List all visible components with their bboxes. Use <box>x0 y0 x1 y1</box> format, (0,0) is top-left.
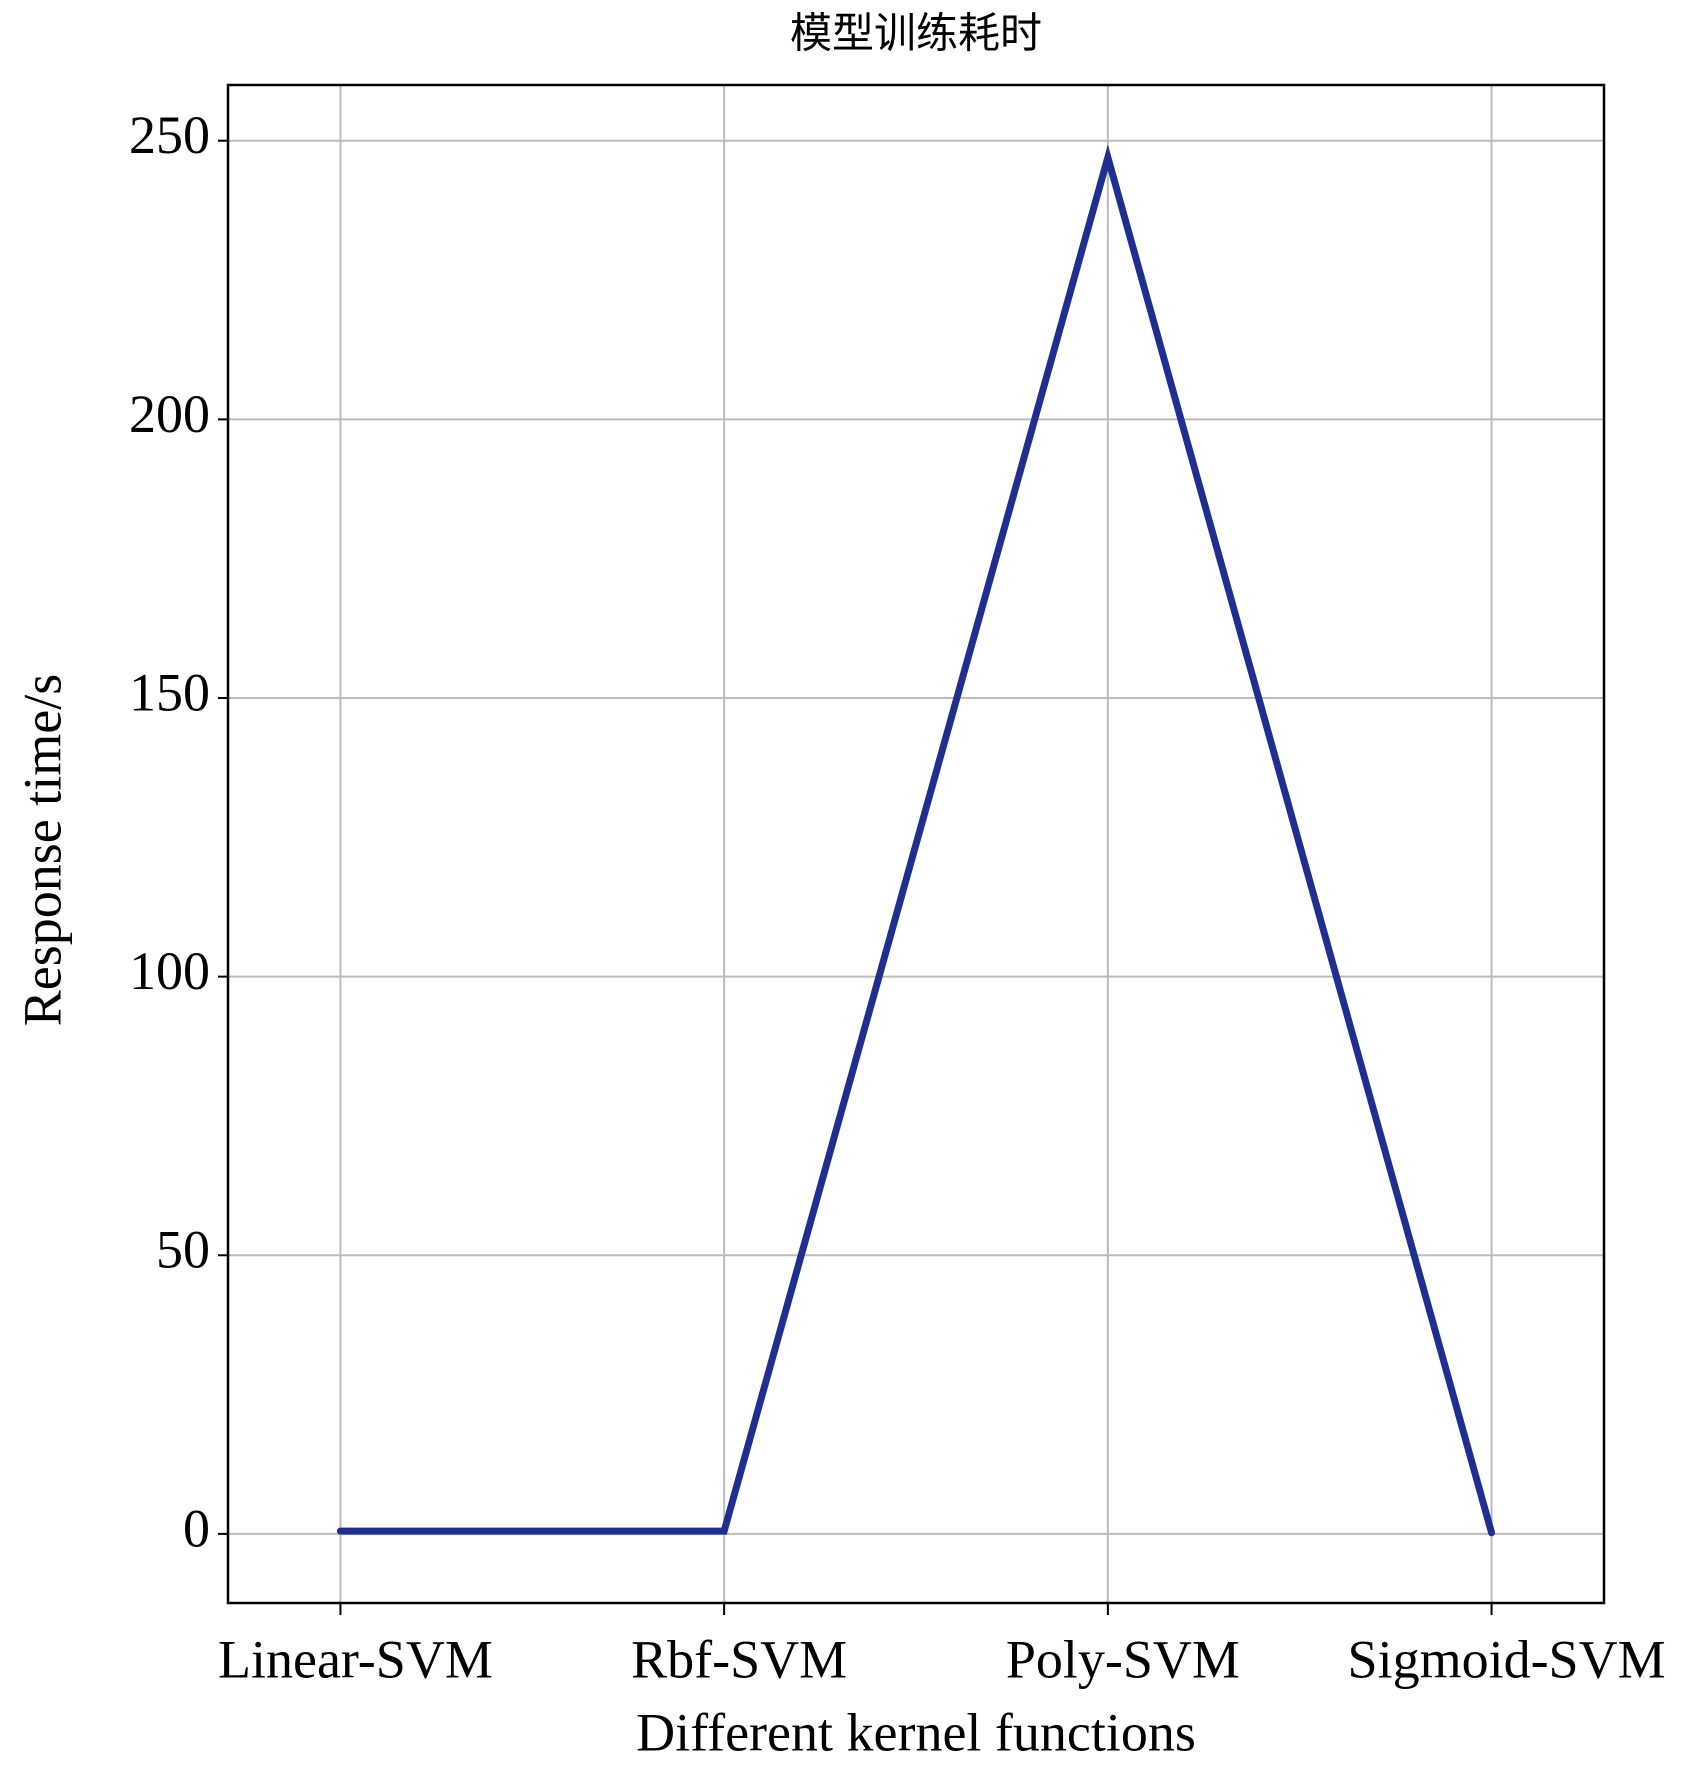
y-tick-label: 0 <box>183 1498 210 1558</box>
y-tick-label: 250 <box>129 105 210 165</box>
y-tick-label: 150 <box>129 662 210 722</box>
y-tick-label: 50 <box>156 1220 210 1280</box>
chart-title: 模型训练耗时 <box>790 11 1042 58</box>
x-axis-title: Different kernel functions <box>636 1702 1196 1762</box>
data-line <box>336 144 1496 1537</box>
x-tick-label: Rbf-SVM <box>631 1629 847 1689</box>
y-axis-title: Response time/s <box>12 674 72 1026</box>
x-tick-label: Sigmoid-SVM <box>1348 1629 1666 1689</box>
plot-frame <box>226 83 1606 1605</box>
x-tick-label: Poly-SVM <box>1006 1629 1240 1689</box>
y-tick-label: 100 <box>129 941 210 1001</box>
y-tick-label: 200 <box>129 384 210 444</box>
x-tick-label: Linear-SVM <box>218 1629 493 1689</box>
